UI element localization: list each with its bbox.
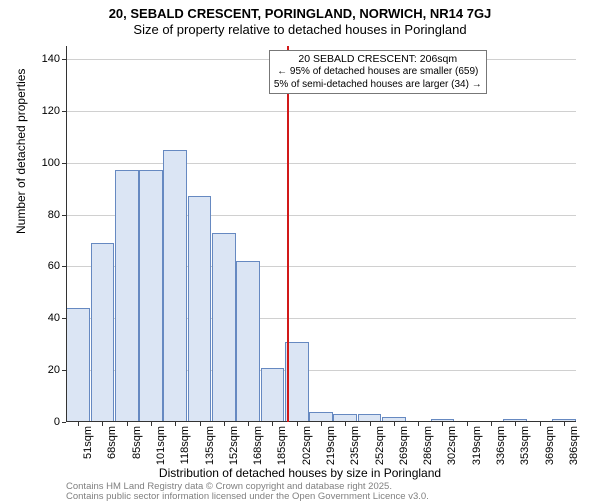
- ytick-mark: [62, 318, 66, 319]
- ytick-label: 100: [30, 157, 60, 169]
- ytick-label: 0: [30, 416, 60, 428]
- axes: [66, 46, 576, 422]
- attribution-line2: Contains public sector information licen…: [66, 492, 429, 502]
- xtick-mark: [394, 422, 395, 426]
- xtick-mark: [297, 422, 298, 426]
- ytick-mark: [62, 163, 66, 164]
- ytick-mark: [62, 215, 66, 216]
- title-block: 20, SEBALD CRESCENT, PORINGLAND, NORWICH…: [0, 0, 600, 39]
- x-axis-label: Distribution of detached houses by size …: [0, 466, 600, 480]
- xtick-mark: [200, 422, 201, 426]
- xtick-mark: [418, 422, 419, 426]
- xtick-mark: [345, 422, 346, 426]
- annotation-box: 20 SEBALD CRESCENT: 206sqm← 95% of detac…: [269, 50, 487, 94]
- ytick-label: 40: [30, 312, 60, 324]
- ytick-mark: [62, 59, 66, 60]
- annotation-title: 20 SEBALD CRESCENT: 206sqm: [274, 53, 482, 66]
- xtick-mark: [224, 422, 225, 426]
- y-axis-label: Number of detached properties: [14, 69, 28, 234]
- xtick-mark: [515, 422, 516, 426]
- marker-line: [287, 46, 289, 422]
- xtick-mark: [321, 422, 322, 426]
- annotation-larger: 5% of semi-detached houses are larger (3…: [274, 79, 482, 92]
- ytick-mark: [62, 266, 66, 267]
- ytick-label: 120: [30, 105, 60, 117]
- xtick-mark: [564, 422, 565, 426]
- xtick-mark: [442, 422, 443, 426]
- xtick-mark: [78, 422, 79, 426]
- chart-container: 20, SEBALD CRESCENT, PORINGLAND, NORWICH…: [0, 0, 600, 500]
- ytick-mark: [62, 370, 66, 371]
- xtick-mark: [370, 422, 371, 426]
- xtick-mark: [540, 422, 541, 426]
- xtick-mark: [102, 422, 103, 426]
- ytick-label: 20: [30, 364, 60, 376]
- title-address: 20, SEBALD CRESCENT, PORINGLAND, NORWICH…: [0, 6, 600, 22]
- xtick-mark: [272, 422, 273, 426]
- xtick-mark: [127, 422, 128, 426]
- xtick-mark: [248, 422, 249, 426]
- xtick-mark: [175, 422, 176, 426]
- ytick-label: 140: [30, 53, 60, 65]
- annotation-smaller: ← 95% of detached houses are smaller (65…: [274, 66, 482, 79]
- plot-area: 020406080100120140 51sqm68sqm85sqm101sqm…: [66, 46, 576, 422]
- xtick-mark: [151, 422, 152, 426]
- xtick-mark: [467, 422, 468, 426]
- title-subtitle: Size of property relative to detached ho…: [0, 22, 600, 38]
- ytick-label: 80: [30, 209, 60, 221]
- ytick-mark: [62, 111, 66, 112]
- xtick-mark: [491, 422, 492, 426]
- ytick-label: 60: [30, 260, 60, 272]
- ytick-mark: [62, 422, 66, 423]
